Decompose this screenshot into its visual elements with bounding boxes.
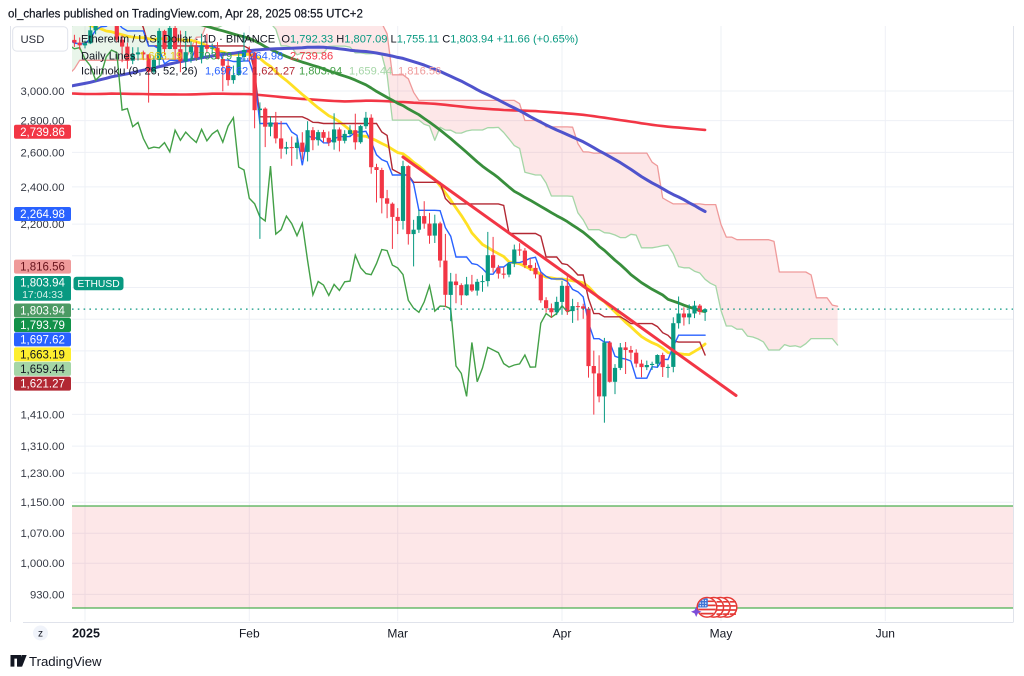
svg-text:2,800.00: 2,800.00	[21, 116, 65, 128]
svg-text:z: z	[38, 629, 43, 640]
svg-text:ol_charles published on Tradin: ol_charles published on TradingView.com,…	[8, 9, 363, 21]
svg-text:2,739.86: 2,739.86	[290, 51, 333, 63]
svg-text:USD: USD	[21, 34, 45, 46]
svg-text:930.00: 930.00	[30, 589, 65, 601]
svg-text:1,697.62: 1,697.62	[20, 334, 65, 346]
svg-text:1,230.00: 1,230.00	[21, 468, 65, 480]
svg-text:1,621.27: 1,621.27	[20, 379, 65, 391]
svg-text:Jun: Jun	[876, 626, 895, 640]
svg-text:Apr: Apr	[553, 626, 572, 640]
svg-text:TradingView: TradingView	[29, 654, 102, 669]
svg-text:1,816.56: 1,816.56	[20, 262, 65, 274]
svg-text:1,000.00: 1,000.00	[21, 558, 65, 570]
svg-text:2,600.00: 2,600.00	[21, 147, 65, 159]
svg-text:2025: 2025	[72, 626, 100, 640]
svg-text:1,816.56: 1,816.56	[398, 66, 441, 78]
svg-text:Daily Lines: Daily Lines	[81, 51, 136, 63]
svg-text:Feb: Feb	[239, 626, 260, 640]
svg-text:1,659.44: 1,659.44	[349, 66, 392, 78]
svg-text:1,410.00: 1,410.00	[21, 409, 65, 421]
svg-text:1,150.00: 1,150.00	[21, 497, 65, 509]
svg-text:1,621.27: 1,621.27	[252, 66, 295, 78]
svg-text:May: May	[710, 626, 733, 640]
svg-text:2,264.98: 2,264.98	[240, 51, 283, 63]
svg-text:1,663.19: 1,663.19	[139, 51, 182, 63]
svg-text:Ethereum / U.S. Dollar · 1D ·: Ethereum / U.S. Dollar · 1D · BINANCE O1…	[81, 34, 578, 46]
svg-text:3,000.00: 3,000.00	[21, 86, 65, 98]
svg-text:17:04:33: 17:04:33	[22, 289, 63, 301]
svg-text:ETHUSD: ETHUSD	[77, 279, 119, 290]
svg-text:1,793.79: 1,793.79	[20, 320, 65, 332]
svg-text:2,739.86: 2,739.86	[20, 127, 65, 139]
svg-text:1,070.00: 1,070.00	[21, 528, 65, 540]
svg-text:1,697.62: 1,697.62	[205, 66, 248, 78]
svg-text:1,310.00: 1,310.00	[21, 441, 65, 453]
svg-text:2,200.00: 2,200.00	[21, 219, 65, 231]
svg-text:1,803.94: 1,803.94	[20, 278, 65, 290]
svg-text:1,803.94: 1,803.94	[299, 66, 342, 78]
svg-text:2,264.98: 2,264.98	[20, 209, 65, 221]
svg-text:1,663.19: 1,663.19	[20, 349, 65, 361]
svg-text:Mar: Mar	[387, 626, 408, 640]
svg-text:1,659.44: 1,659.44	[20, 364, 65, 376]
svg-text:2,400.00: 2,400.00	[21, 182, 65, 194]
svg-text:Ichimoku (9, 26, 52, 26): Ichimoku (9, 26, 52, 26)	[81, 66, 198, 78]
svg-text:1,793.79: 1,793.79	[189, 51, 232, 63]
svg-text:1,803.94: 1,803.94	[20, 306, 65, 318]
